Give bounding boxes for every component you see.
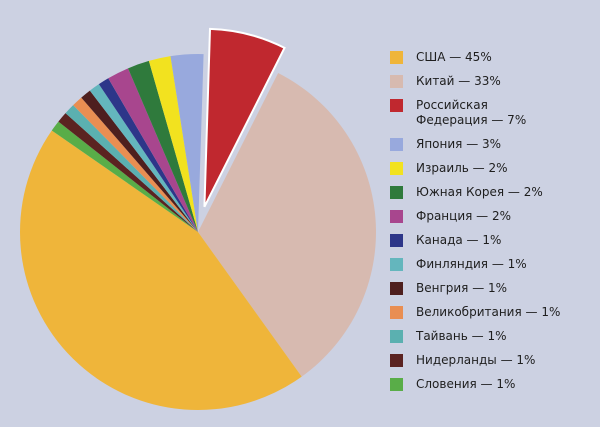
legend-label: Тайвань — 1% — [416, 329, 507, 343]
legend-swatch — [390, 210, 403, 223]
legend-label: Великобритания — 1% — [416, 305, 561, 319]
pie-chart — [20, 27, 377, 410]
pie-slice — [170, 54, 204, 233]
legend-item: Венгрия — 1% — [390, 281, 595, 296]
legend-label: Финляндия — 1% — [416, 257, 527, 271]
legend-label: США — 45% — [416, 50, 492, 64]
legend-label: Китай — 33% — [416, 74, 501, 88]
legend-item: Китай — 33% — [390, 74, 595, 89]
pie-slice — [73, 97, 198, 232]
legend-swatch — [390, 75, 403, 88]
pie-slice — [89, 84, 198, 232]
legend-item: Российская Федерация — 7% — [390, 98, 595, 128]
legend-item: Нидерланды — 1% — [390, 353, 595, 368]
legend-item: Канада — 1% — [390, 233, 595, 248]
legend-label: Израиль — 2% — [416, 161, 508, 175]
legend-swatch — [390, 51, 403, 64]
legend-item: Южная Корея — 2% — [390, 185, 595, 200]
legend-item: Япония — 3% — [390, 137, 595, 152]
pie-slice — [108, 68, 198, 233]
legend-item: США — 45% — [390, 50, 595, 65]
pie-slice — [20, 130, 302, 410]
legend-label: Российская Федерация — 7% — [416, 98, 526, 127]
legend-swatch — [390, 99, 403, 112]
legend-swatch — [390, 282, 403, 295]
legend-item: Великобритания — 1% — [390, 305, 595, 320]
legend-label: Франция — 2% — [416, 209, 511, 223]
legend-swatch — [390, 378, 403, 391]
legend-label-line: Российская — [416, 98, 488, 112]
legend-swatch — [390, 306, 403, 319]
legend-label: Нидерланды — 1% — [416, 353, 536, 367]
pie-slice — [98, 78, 198, 232]
pie-slice — [51, 121, 199, 232]
legend-label: Венгрия — 1% — [416, 281, 508, 295]
legend-swatch — [390, 258, 403, 271]
pie-slice — [81, 90, 198, 232]
legend-swatch — [390, 186, 403, 199]
legend-item: Франция — 2% — [390, 209, 595, 224]
pie-slice — [148, 56, 198, 232]
pie-slice — [203, 27, 286, 208]
legend-swatch — [390, 138, 403, 151]
legend-swatch — [390, 354, 403, 367]
legend-label: Канада — 1% — [416, 233, 502, 247]
legend-swatch — [390, 234, 403, 247]
legend-item: Израиль — 2% — [390, 161, 595, 176]
legend-label-line: Федерация — 7% — [416, 113, 527, 127]
pie-slice — [128, 60, 198, 233]
legend-item: Финляндия — 1% — [390, 257, 595, 272]
pie-slice — [58, 113, 198, 232]
legend: США — 45% Китай — 33% Российская Федерация … — [390, 50, 595, 401]
legend-label: Южная Корея — 2% — [416, 185, 543, 199]
legend-label: Словения — 1% — [416, 377, 516, 391]
legend-swatch — [390, 162, 403, 175]
pie-slice — [65, 105, 198, 232]
legend-label: Япония — 3% — [416, 137, 502, 151]
pie-slice — [198, 73, 377, 377]
legend-item: Тайвань — 1% — [390, 329, 595, 344]
legend-swatch — [390, 330, 403, 343]
legend-item: Словения — 1% — [390, 377, 595, 392]
